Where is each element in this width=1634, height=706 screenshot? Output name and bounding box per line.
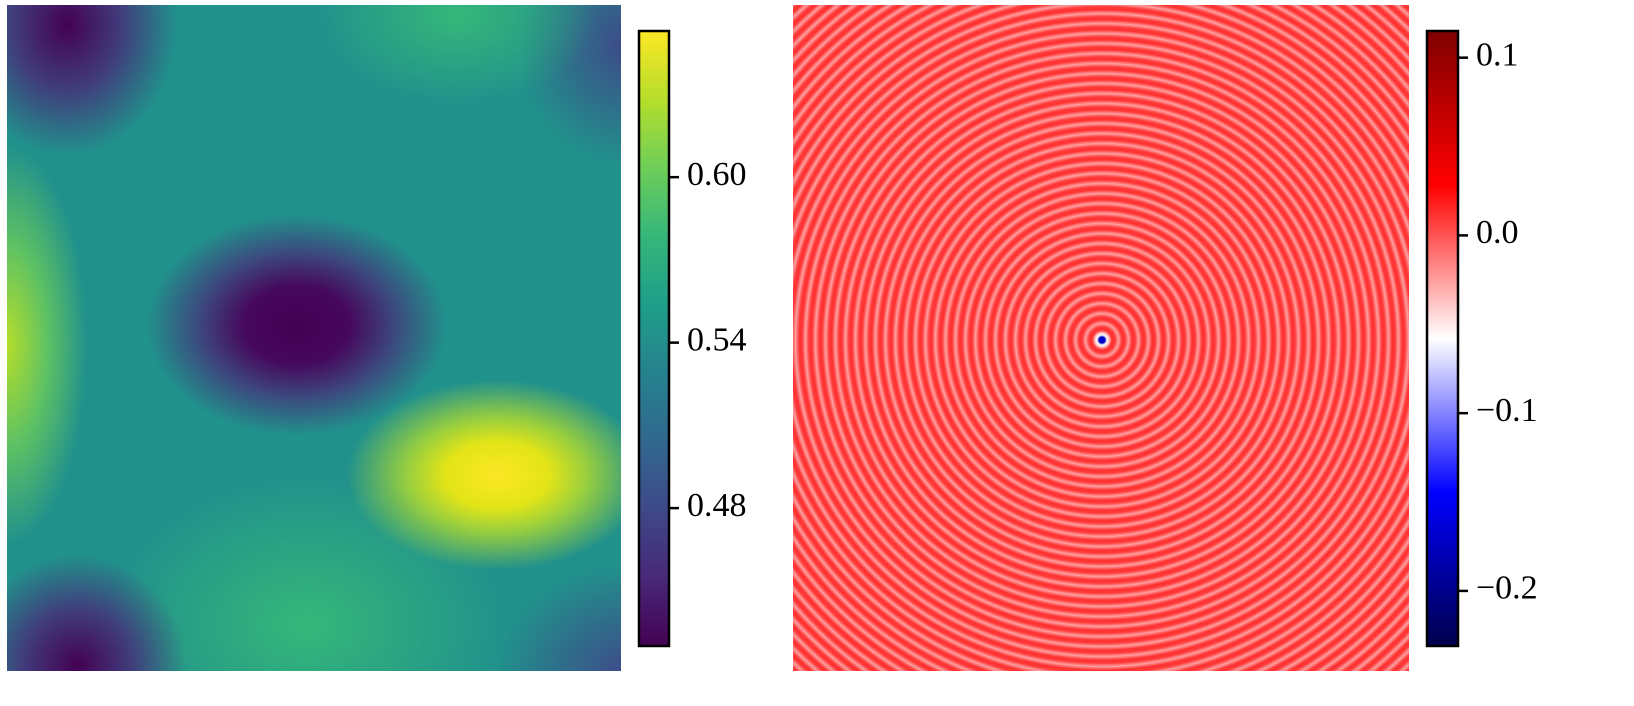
colorbar-tick-label: −0.1 bbox=[1476, 392, 1538, 429]
colorbar bbox=[637, 29, 671, 648]
colorbar-tick-label: −0.2 bbox=[1476, 570, 1538, 607]
colorbar bbox=[1425, 29, 1460, 648]
colorbar-tick-label: 0.54 bbox=[687, 321, 747, 358]
heatmap-image bbox=[7, 5, 621, 671]
colorbar-tick-label: 0.48 bbox=[687, 487, 747, 524]
colorbar-tick-label: 0.1 bbox=[1476, 36, 1519, 73]
heatmap-image bbox=[793, 5, 1409, 671]
colorbar-tick-label: 0.60 bbox=[687, 156, 747, 193]
colorbar-tick-label: 0.0 bbox=[1476, 214, 1519, 251]
